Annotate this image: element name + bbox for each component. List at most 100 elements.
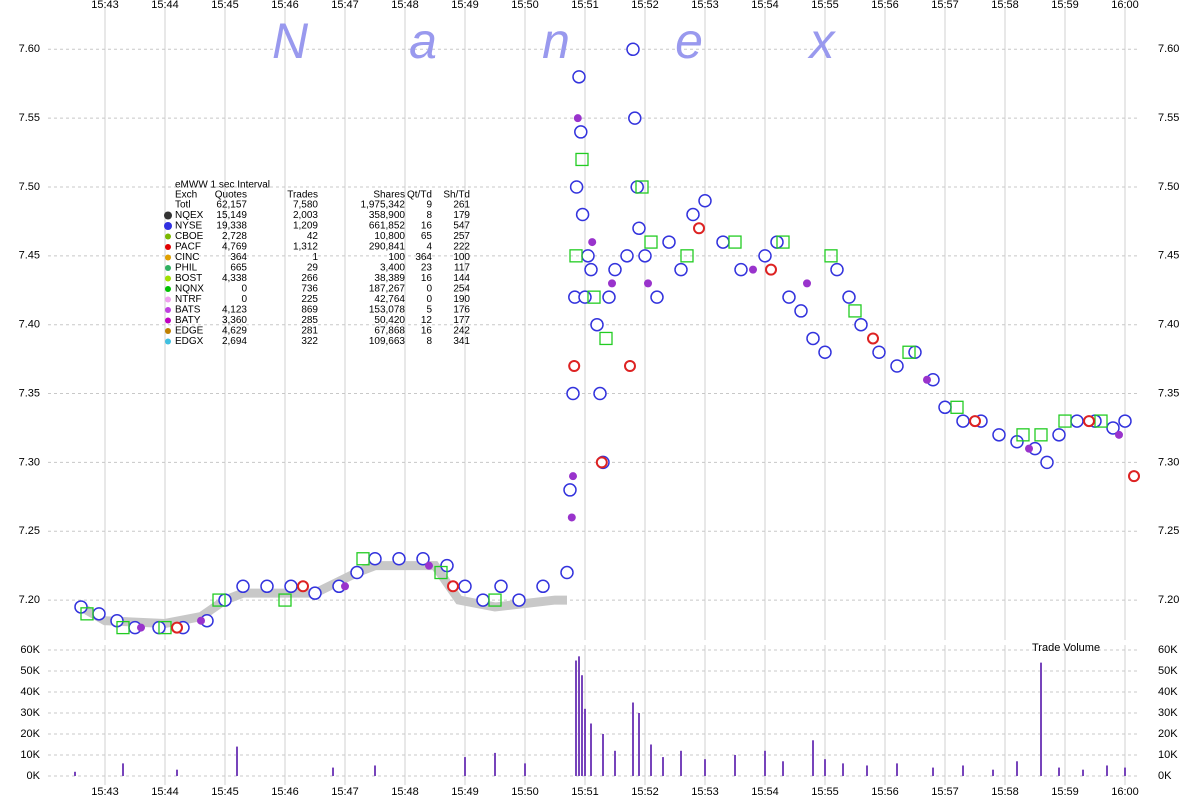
trade-marker xyxy=(137,623,145,632)
y-tick-label-right: 40K xyxy=(1158,686,1178,698)
table-marker xyxy=(165,244,171,250)
volume-bar xyxy=(236,746,238,776)
volume-bar xyxy=(176,769,178,776)
trade-marker xyxy=(297,580,309,593)
volume-bar xyxy=(842,763,844,776)
table-cell: NQNX xyxy=(175,284,204,295)
y-tick-label: 20K xyxy=(20,728,40,740)
trade-marker xyxy=(575,207,590,222)
table-cell: 254 xyxy=(453,284,470,295)
table-cell: 100 xyxy=(388,252,405,263)
table-title: eMWW 1 sec Interval xyxy=(175,180,270,191)
y-tick-label-right: 7.30 xyxy=(1158,456,1179,468)
x-tick-label: 15:49 xyxy=(451,0,479,11)
table-cell: 179 xyxy=(453,210,470,221)
trade-marker xyxy=(350,565,364,580)
table-cell: 177 xyxy=(453,315,470,326)
table-cell: 19,338 xyxy=(216,221,247,232)
trade-marker xyxy=(950,400,964,414)
table-cell: 117 xyxy=(454,263,470,274)
y-tick-label: 30K xyxy=(20,707,40,719)
y-tick-label-right: 20K xyxy=(1158,728,1178,740)
x-tick-label: 16:00 xyxy=(1111,786,1139,798)
volume-bar xyxy=(704,759,706,776)
y-tick-label: 10K xyxy=(20,749,40,761)
x-tick-label: 15:43 xyxy=(91,0,119,11)
table-cell: CINC xyxy=(175,252,199,263)
table-cell: 187,267 xyxy=(369,284,406,295)
labels: 15:43 15:44 15:45 15:46 15:47 15:48 15:49 15:50… xyxy=(19,0,1180,798)
table-cell: PHIL xyxy=(175,263,198,274)
x-tick-label: 15:53 xyxy=(691,0,719,11)
trade-marker xyxy=(969,415,981,428)
trade-marker xyxy=(1106,421,1120,435)
table-marker xyxy=(164,211,172,220)
table-cell: 1 xyxy=(312,252,318,263)
x-tick-label: 15:55 xyxy=(811,786,839,798)
table-cell: 290,841 xyxy=(369,242,406,253)
table-cell: 222 xyxy=(453,242,470,253)
trade-marker xyxy=(588,238,597,247)
table-cell: NQEX xyxy=(175,210,204,221)
trade-marker xyxy=(872,345,886,359)
trade-marker xyxy=(824,249,838,263)
table-cell: 2,728 xyxy=(222,231,247,242)
x-tick-label: 15:47 xyxy=(331,786,359,798)
trade-marker xyxy=(560,565,574,580)
volume-bar xyxy=(575,660,577,776)
table-header: Sh/Td xyxy=(443,190,470,201)
x-tick-label: 15:58 xyxy=(991,786,1019,798)
x-tick-label: 15:44 xyxy=(151,0,179,11)
table-cell: 0 xyxy=(241,294,247,305)
table-cell: 285 xyxy=(301,315,318,326)
trade-marker xyxy=(569,472,577,481)
trade-marker xyxy=(278,593,292,607)
volume-bar xyxy=(764,750,766,776)
trade-marker xyxy=(171,621,183,634)
x-tick-label: 15:55 xyxy=(811,0,839,11)
volume-bar xyxy=(1106,765,1108,776)
y-tick-label: 7.20 xyxy=(19,594,40,606)
x-tick-label: 15:51 xyxy=(571,786,599,798)
trade-marker xyxy=(566,386,580,401)
trade-marker xyxy=(116,620,130,635)
trade-marker xyxy=(842,290,856,304)
watermark-letter: N xyxy=(272,13,309,69)
x-tick-label: 15:53 xyxy=(691,786,719,798)
table-cell: 67,868 xyxy=(374,326,405,337)
trade-marker xyxy=(260,579,274,594)
table-cell: 4,338 xyxy=(222,273,247,284)
volume-bar xyxy=(464,757,466,776)
table-cell: 8 xyxy=(426,336,432,347)
table-cell: 257 xyxy=(453,231,470,242)
trade-marker xyxy=(806,331,820,346)
trade-marker xyxy=(563,483,577,497)
trade-marker xyxy=(575,152,589,167)
table-cell: 7,580 xyxy=(293,200,318,211)
x-tick-label: 15:54 xyxy=(751,0,779,11)
x-tick-label: 15:48 xyxy=(391,786,419,798)
trade-marker xyxy=(628,111,642,125)
trade-marker xyxy=(662,235,676,249)
table-cell: 12 xyxy=(421,315,433,326)
volume-bar xyxy=(812,740,814,776)
x-tick-label: 16:00 xyxy=(1111,0,1139,11)
table-marker xyxy=(165,338,171,345)
table-cell: 0 xyxy=(241,284,247,295)
table-cell: NTRF xyxy=(175,294,202,305)
panel-title: Trade Volume xyxy=(1032,642,1100,654)
trade-marker xyxy=(476,593,490,607)
x-tick-label: 15:52 xyxy=(631,0,659,11)
y-tick-label-right: 10K xyxy=(1158,749,1178,761)
trade-marker xyxy=(765,263,777,276)
trade-marker xyxy=(923,375,931,384)
table-cell: 736 xyxy=(301,284,318,295)
trade-marker xyxy=(536,579,550,594)
y-tick-label-right: 7.25 xyxy=(1158,525,1179,537)
volume-bar xyxy=(1058,767,1060,776)
x-tick-label: 15:45 xyxy=(211,786,239,798)
table-cell: EDGX xyxy=(175,336,204,347)
x-tick-label: 15:56 xyxy=(871,786,899,798)
table-cell: 9 xyxy=(426,200,432,211)
